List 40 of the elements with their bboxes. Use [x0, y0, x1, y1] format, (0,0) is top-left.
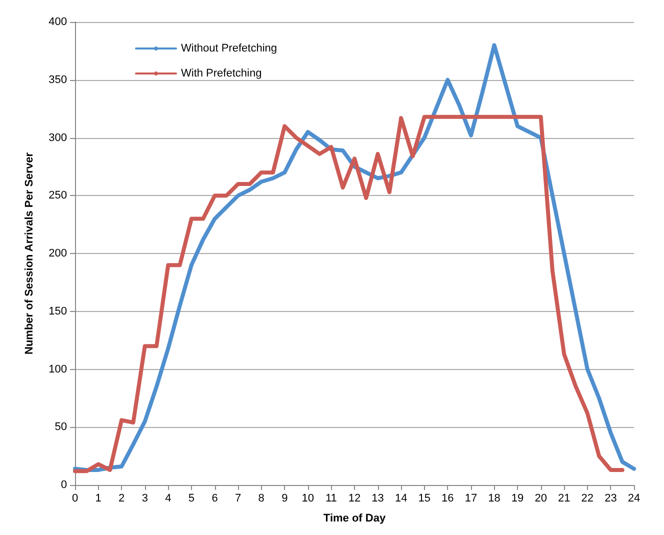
y-tick-label: 150 — [48, 305, 67, 318]
y-tick-label: 0 — [60, 479, 67, 491]
x-tick-label: 20 — [534, 492, 547, 504]
x-tick-label: 17 — [464, 492, 478, 504]
x-tick-label: 1 — [95, 492, 102, 504]
x-tick-label: 6 — [212, 492, 218, 504]
x-tick-label: 3 — [142, 492, 148, 504]
legend-label: Without Prefetching — [181, 42, 277, 54]
y-tick-label: 300 — [48, 132, 67, 144]
y-tick-label: 250 — [48, 190, 67, 202]
x-tick-label: 18 — [488, 492, 500, 504]
x-tick-label: 11 — [325, 492, 337, 504]
x-tick-label: 21 — [558, 492, 570, 504]
legend-label: With Prefetching — [181, 68, 262, 80]
y-tick-label: 100 — [48, 363, 67, 376]
x-tick-label: 13 — [372, 492, 384, 504]
x-tick-label: 4 — [165, 492, 172, 504]
x-tick-label: 0 — [72, 492, 78, 504]
x-axis-title: Time of Day — [323, 512, 386, 524]
x-tick-label: 15 — [418, 492, 430, 504]
x-tick-label: 10 — [302, 492, 314, 504]
x-tick-label: 2 — [118, 492, 125, 504]
y-tick-label: 350 — [48, 74, 67, 86]
x-tick-label: 14 — [394, 492, 408, 504]
y-tick-label: 400 — [48, 16, 67, 28]
x-tick-label: 9 — [282, 492, 288, 504]
x-tick-label: 8 — [258, 492, 264, 504]
x-tick-label: 7 — [234, 492, 242, 504]
x-tick-label: 22 — [581, 492, 594, 504]
y-tick-label: 200 — [48, 248, 67, 260]
x-tick-label: 5 — [188, 492, 195, 504]
y-tick-label: 50 — [54, 421, 67, 434]
x-tick-label: 23 — [604, 492, 617, 504]
y-axis-title: Number of Session Arrivals Per Server — [24, 152, 36, 354]
x-tick-label: 16 — [442, 492, 454, 504]
x-tick-label: 19 — [511, 492, 524, 504]
line-series — [73, 114, 624, 474]
x-tick-label: 12 — [348, 492, 361, 504]
x-tick-label: 24 — [628, 492, 640, 504]
line-series — [73, 43, 636, 472]
